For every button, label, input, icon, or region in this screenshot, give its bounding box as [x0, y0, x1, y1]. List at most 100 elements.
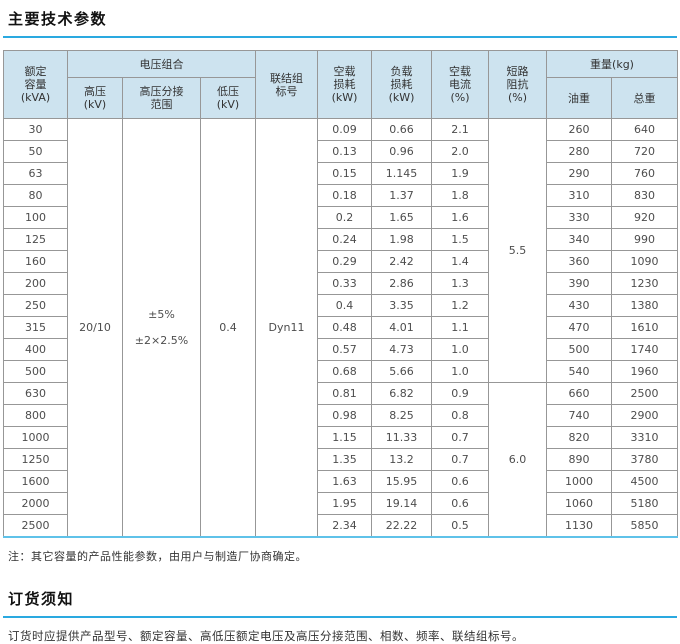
oil-weight-cell: 890: [546, 448, 612, 471]
no-load-loss-cell: 0.33: [317, 272, 372, 295]
total-weight-cell: 2500: [611, 382, 678, 405]
capacity-cell: 50: [3, 140, 68, 163]
no-load-loss-cell: 0.24: [317, 228, 372, 251]
total-weight-cell: 920: [611, 206, 678, 229]
capacity-cell: 1250: [3, 448, 68, 471]
load-loss-cell: 0.66: [371, 118, 432, 141]
no-load-current-cell: 1.0: [431, 338, 489, 361]
title-underline: [3, 36, 677, 38]
ordering-title: 订货须知: [8, 590, 75, 608]
total-weight-cell: 760: [611, 162, 678, 185]
load-loss-cell: 4.73: [371, 338, 432, 361]
table-row: 200 0.33 2.86 1.3 390 1230: [3, 272, 678, 295]
oil-weight-cell: 290: [546, 162, 612, 185]
table-body: 30 20/10 ±5% ±2×2.5% 0.4 Dyn11 0.09 0.66 2.1 5.5…: [3, 118, 678, 538]
capacity-cell: 80: [3, 184, 68, 207]
capacity-cell: 125: [3, 228, 68, 251]
header-no-load-current: 空载 电流 (%): [431, 50, 489, 119]
no-load-current-cell: 1.1: [431, 316, 489, 339]
total-weight-cell: 5180: [611, 492, 678, 515]
no-load-current-cell: 0.6: [431, 470, 489, 493]
no-load-current-cell: 1.3: [431, 272, 489, 295]
capacity-cell: 400: [3, 338, 68, 361]
total-weight-cell: 3780: [611, 448, 678, 471]
oil-weight-cell: 820: [546, 426, 612, 449]
no-load-loss-cell: 1.35: [317, 448, 372, 471]
no-load-loss-cell: 1.15: [317, 426, 372, 449]
no-load-current-cell: 1.6: [431, 206, 489, 229]
oil-weight-cell: 390: [546, 272, 612, 295]
total-weight-cell: 830: [611, 184, 678, 207]
table-row: 400 0.57 4.73 1.0 500 1740: [3, 338, 678, 361]
total-weight-cell: 990: [611, 228, 678, 251]
no-load-loss-cell: 0.4: [317, 294, 372, 317]
load-loss-cell: 3.35: [371, 294, 432, 317]
capacity-cell: 1000: [3, 426, 68, 449]
no-load-loss-cell: 0.57: [317, 338, 372, 361]
no-load-current-cell: 0.7: [431, 448, 489, 471]
total-weight-cell: 1960: [611, 360, 678, 383]
load-loss-cell: 0.96: [371, 140, 432, 163]
hv-voltage-cell: 20/10: [67, 118, 123, 538]
total-weight-cell: 1610: [611, 316, 678, 339]
no-load-current-cell: 2.1: [431, 118, 489, 141]
load-loss-cell: 1.65: [371, 206, 432, 229]
load-loss-cell: 8.25: [371, 404, 432, 427]
vector-group-cell: Dyn11: [255, 118, 318, 538]
table-row: 2500 2.34 22.22 0.5 1130 5850: [3, 514, 678, 538]
no-load-loss-cell: 0.98: [317, 404, 372, 427]
lv-voltage-cell: 0.4: [200, 118, 256, 538]
table-row: 50 0.13 0.96 2.0 280 720: [3, 140, 678, 163]
no-load-current-cell: 1.5: [431, 228, 489, 251]
oil-weight-cell: 360: [546, 250, 612, 273]
table-row: 800 0.98 8.25 0.8 740 2900: [3, 404, 678, 427]
total-weight-cell: 4500: [611, 470, 678, 493]
table-row: 80 0.18 1.37 1.8 310 830: [3, 184, 678, 207]
no-load-current-cell: 2.0: [431, 140, 489, 163]
capacity-cell: 500: [3, 360, 68, 383]
capacity-cell: 1600: [3, 470, 68, 493]
table-row: 125 0.24 1.98 1.5 340 990: [3, 228, 678, 251]
oil-weight-cell: 1060: [546, 492, 612, 515]
table-row: 2000 1.95 19.14 0.6 1060 5180: [3, 492, 678, 515]
capacity-cell: 100: [3, 206, 68, 229]
no-load-loss-cell: 0.15: [317, 162, 372, 185]
impedance-cell: 5.5: [488, 118, 547, 383]
no-load-loss-cell: 0.13: [317, 140, 372, 163]
capacity-cell: 2500: [3, 514, 68, 538]
total-weight-cell: 5850: [611, 514, 678, 538]
table-row: 160 0.29 2.42 1.4 360 1090: [3, 250, 678, 273]
table-row: 30 20/10 ±5% ±2×2.5% 0.4 Dyn11 0.09 0.66 2.1 5.5…: [3, 118, 678, 538]
oil-weight-cell: 260: [546, 118, 612, 141]
header-vector-group: 联结组 标号: [255, 50, 318, 119]
table-note: 注：其它容量的产品性能参数，由用户与制造厂协商确定。: [8, 550, 307, 563]
table-row: 1000 1.15 11.33 0.7 820 3310: [3, 426, 678, 449]
table-row: 1600 1.63 15.95 0.6 1000 4500: [3, 470, 678, 493]
no-load-current-cell: 1.9: [431, 162, 489, 185]
oil-weight-cell: 470: [546, 316, 612, 339]
no-load-current-cell: 0.6: [431, 492, 489, 515]
no-load-current-cell: 1.2: [431, 294, 489, 317]
header-voltage-group: 电压组合: [67, 50, 256, 78]
no-load-current-cell: 0.7: [431, 426, 489, 449]
total-weight-cell: 1740: [611, 338, 678, 361]
table-row: 630 0.81 6.82 0.9 6.0 660 2500: [3, 382, 678, 538]
load-loss-cell: 15.95: [371, 470, 432, 493]
capacity-cell: 200: [3, 272, 68, 295]
page-title: 主要技术参数: [8, 10, 108, 28]
header-tap-range: 高压分接 范围: [122, 77, 201, 119]
oil-weight-cell: 540: [546, 360, 612, 383]
load-loss-cell: 13.2: [371, 448, 432, 471]
header-weight-group: 重量(kg): [546, 50, 678, 78]
load-loss-cell: 4.01: [371, 316, 432, 339]
header-impedance: 短路 阻抗 (%): [488, 50, 547, 119]
no-load-loss-cell: 0.09: [317, 118, 372, 141]
ordering-underline: [3, 616, 677, 618]
no-load-current-cell: 1.0: [431, 360, 489, 383]
header-load-loss: 负载 损耗 (kW): [371, 50, 432, 119]
tap-range-cell: ±5% ±2×2.5%: [122, 118, 201, 538]
table-header: 额定 容量 (kVA) 电压组合 联结组 标号 空载 损耗 (kW) 负载 损耗…: [3, 50, 678, 119]
no-load-current-cell: 1.8: [431, 184, 489, 207]
oil-weight-cell: 280: [546, 140, 612, 163]
